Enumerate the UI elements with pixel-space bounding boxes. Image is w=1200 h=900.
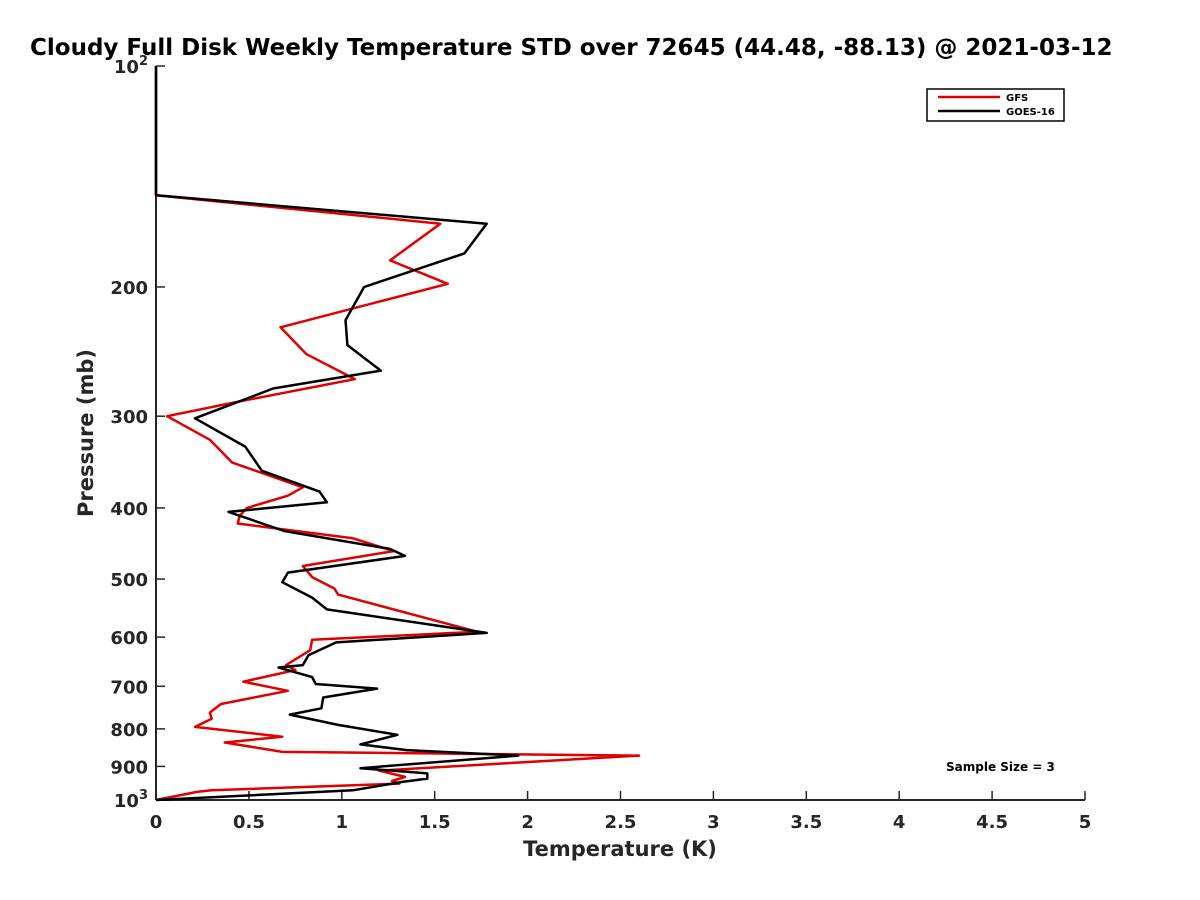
x-tick-label: 4 [893,812,906,833]
y-tick-label: 900 [110,757,148,778]
x-tick-label: 1 [336,812,349,833]
y-tick-label: 700 [110,677,148,698]
x-tick-label: 2.5 [605,812,637,833]
series-line-gfs [154,66,641,802]
y-tick-label: 400 [110,499,148,520]
legend-label-gfs: GFS [1006,93,1028,104]
y-tick-label: 300 [110,407,148,428]
legend-label-goes16: GOES-16 [1006,107,1055,118]
x-tick-label: 3 [707,812,720,833]
y-tick-label: 500 [110,570,148,591]
y-tick-label: 102 [114,54,148,78]
y-axis-ticks: 102 200 300 400 500 600 700 800 900 103 [110,54,165,812]
sample-size-annotation: Sample Size = 3 [946,760,1055,774]
x-axis-label: Temperature (K) [523,837,717,861]
x-tick-label: 4.5 [976,812,1008,833]
x-tick-label: 5 [1079,812,1092,833]
x-tick-label: 0 [150,812,163,833]
y-axis-label: Pressure (mb) [74,349,98,517]
chart-title: Cloudy Full Disk Weekly Temperature STD … [30,35,1113,61]
y-tick-label: 800 [110,720,148,741]
y-tick-label: 103 [114,788,148,812]
y-tick-label: 600 [110,628,148,649]
legend-box [926,88,1065,122]
x-tick-label: 2 [521,812,534,833]
x-tick-label: 1.5 [419,812,451,833]
x-tick-label: 3.5 [790,812,822,833]
series-line-goes16 [154,66,520,802]
y-tick-label: 200 [110,278,148,299]
legend: GFS GOES-16 [926,88,1065,122]
x-tick-label: 0.5 [233,812,265,833]
x-axis-ticks: 0 0.5 1 1.5 2 2.5 3 3.5 4 4.5 5 [150,791,1092,833]
series-layer [154,66,641,802]
